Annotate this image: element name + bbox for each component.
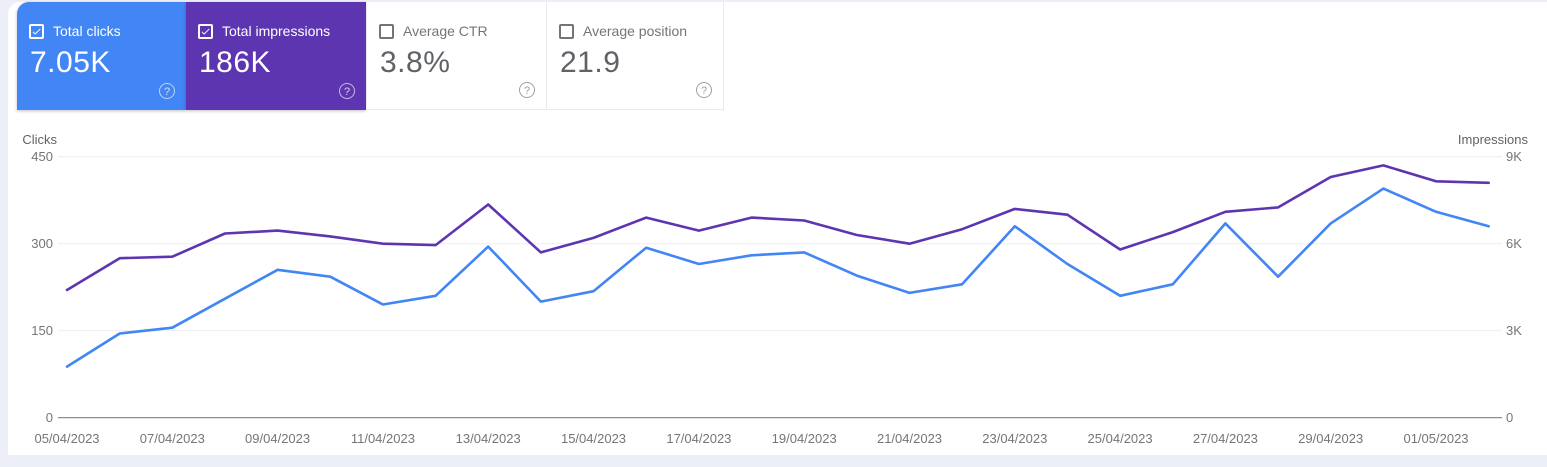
card-label: Total clicks (53, 23, 121, 39)
x-axis-label: 13/04/2023 (455, 431, 521, 446)
checkbox-unchecked-icon[interactable] (379, 23, 394, 39)
x-axis-label: 01/05/2023 (1403, 431, 1469, 446)
card-label: Average CTR (403, 23, 488, 39)
x-axis-label: 11/04/2023 (350, 431, 415, 446)
x-axis-label: 05/04/2023 (34, 431, 100, 446)
card-value: 21.9 (560, 46, 621, 79)
y-axis-tick: 9K (1506, 148, 1522, 164)
x-axis-label: 25/04/2023 (1087, 431, 1153, 446)
card-average-position[interactable]: Average position 21.9 ? (547, 2, 724, 110)
y-axis-tick: 6K (1506, 235, 1522, 251)
x-axis-label: 19/04/2023 (771, 431, 837, 446)
y-axis-tick: 150 (31, 322, 53, 338)
card-total-impressions[interactable]: Total impressions 186K ? (186, 2, 366, 110)
help-icon[interactable]: ? (519, 82, 535, 98)
right-axis-title: Impressions (1457, 132, 1528, 147)
x-axis-label: 29/04/2023 (1298, 431, 1364, 446)
card-average-ctr[interactable]: Average CTR 3.8% ? (366, 2, 547, 110)
x-axis-label: 17/04/2023 (666, 431, 732, 446)
card-value: 3.8% (380, 46, 451, 79)
help-icon[interactable]: ? (696, 82, 712, 98)
y-axis-tick: 3K (1506, 322, 1522, 338)
x-axis-label: 09/04/2023 (245, 431, 311, 446)
checkbox-checked-icon[interactable] (29, 23, 44, 39)
x-axis-label: 15/04/2023 (560, 431, 627, 446)
help-icon[interactable]: ? (159, 83, 175, 99)
y-axis-tick: 0 (45, 409, 53, 425)
x-axis-label: 07/04/2023 (139, 431, 205, 446)
x-axis-label: 21/04/2023 (876, 431, 943, 446)
y-axis-tick: 300 (31, 235, 53, 251)
checkbox-unchecked-icon[interactable] (559, 23, 574, 39)
y-axis-tick: 0 (1506, 409, 1514, 425)
checkbox-checked-icon[interactable] (198, 23, 213, 39)
performance-chart[interactable] (0, 115, 1547, 460)
card-label: Average position (583, 23, 688, 39)
left-axis-title: Clicks (22, 132, 57, 147)
y-axis-tick: 450 (31, 148, 53, 164)
x-axis-label: 27/04/2023 (1192, 431, 1258, 446)
clicks-line[interactable] (65, 187, 1490, 368)
card-total-clicks[interactable]: Total clicks 7.05K ? (17, 2, 186, 110)
card-value: 7.05K (30, 46, 111, 79)
impressions-line[interactable] (65, 164, 1490, 292)
x-axis-label: 23/04/2023 (982, 431, 1048, 446)
help-icon[interactable]: ? (339, 83, 355, 99)
card-value: 186K (199, 46, 272, 79)
card-label: Total impressions (222, 23, 331, 39)
